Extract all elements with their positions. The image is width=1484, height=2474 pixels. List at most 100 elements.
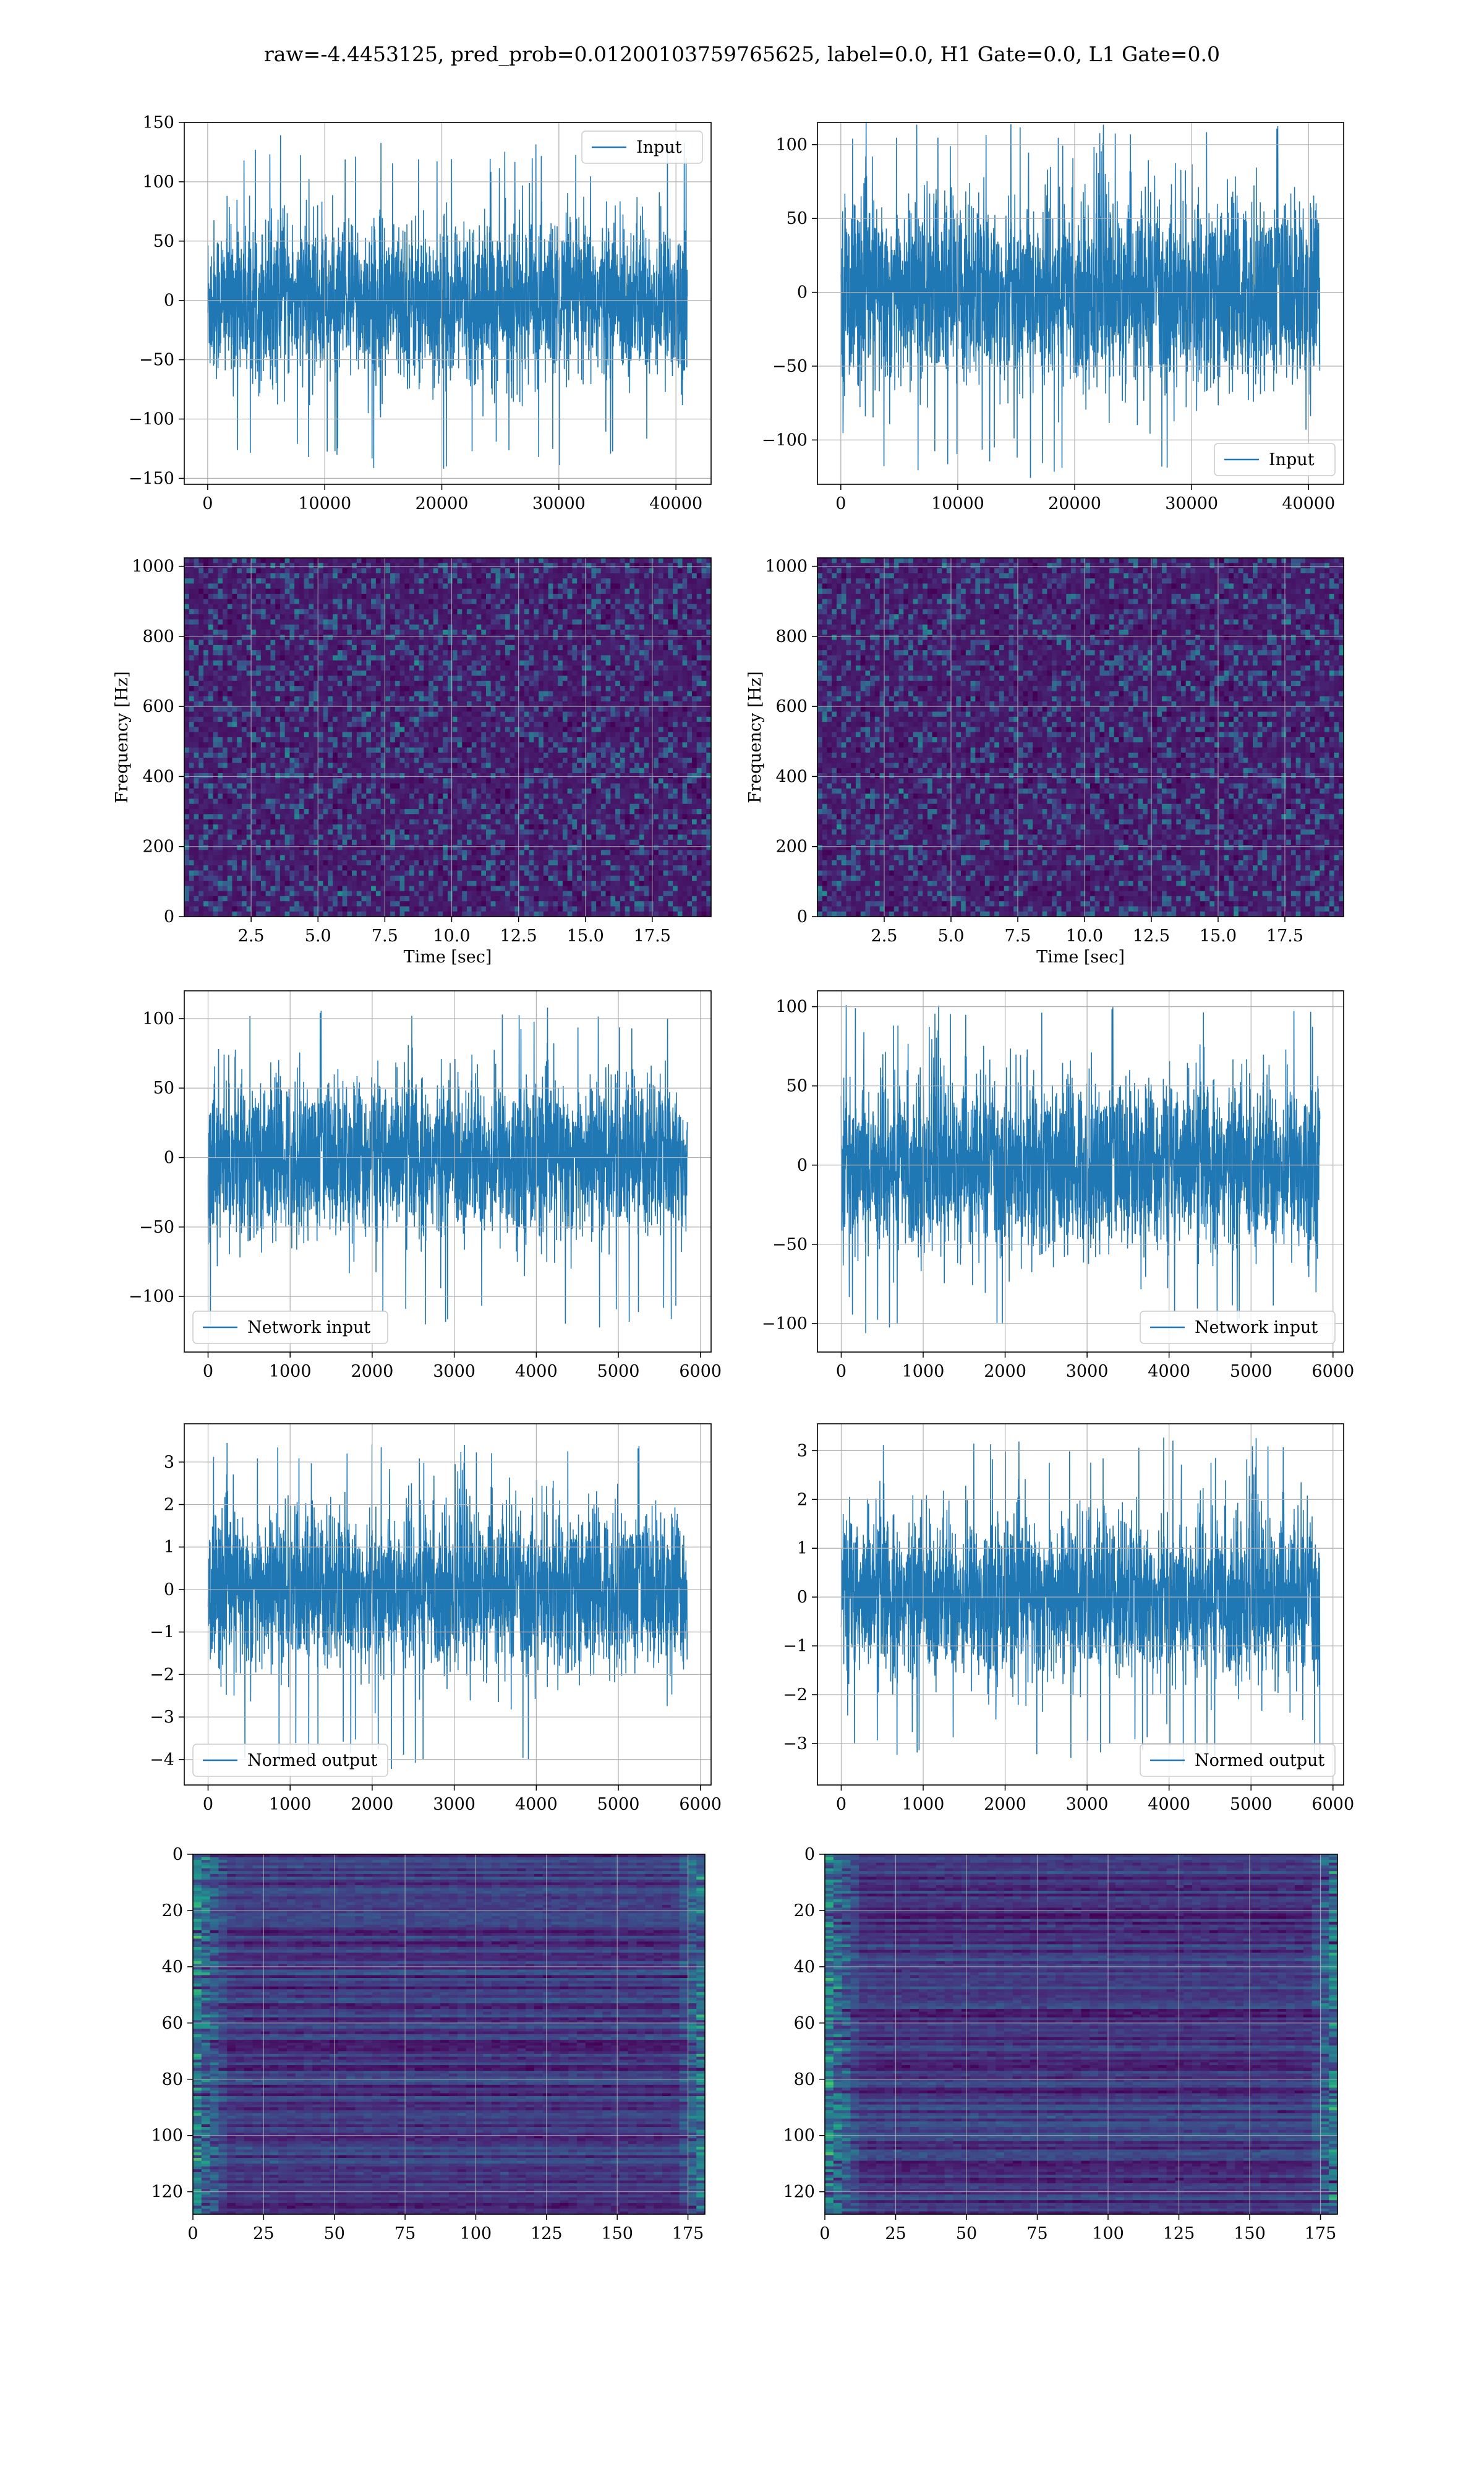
heatmap-cell: [687, 747, 693, 753]
heatmap-cell: [567, 758, 573, 764]
heatmap-cell: [438, 727, 443, 733]
heatmap-cell: [433, 624, 439, 630]
heatmap-cell: [692, 635, 697, 641]
heatmap-cell: [543, 727, 549, 733]
heatmap-cell: [347, 701, 352, 707]
heatmap-cell: [361, 711, 367, 717]
heatmap-cell: [514, 716, 520, 722]
heatmap-cell: [294, 599, 300, 605]
heatmap-cell: [409, 686, 415, 692]
heatmap-cell: [218, 711, 223, 717]
heatmap-cell: [629, 675, 635, 682]
heatmap-cell: [251, 696, 257, 702]
heatmap-cell: [485, 588, 492, 594]
heatmap-cell: [294, 752, 300, 758]
heatmap-cell: [342, 742, 348, 748]
heatmap-cell: [399, 644, 405, 651]
heatmap-cell: [342, 558, 348, 563]
heatmap-cell: [414, 737, 420, 743]
heatmap-cell: [682, 701, 688, 707]
heatmap-cell: [333, 696, 338, 702]
heatmap-cell: [289, 783, 295, 789]
heatmap-cell: [352, 722, 357, 728]
heatmap-cell: [466, 630, 472, 635]
heatmap-cell: [433, 773, 439, 779]
heatmap-cell: [649, 773, 654, 779]
heatmap-cell: [189, 763, 195, 769]
heatmap-cell: [495, 758, 501, 764]
x-tick-label: 10000: [931, 494, 984, 513]
heatmap-cell: [692, 752, 697, 758]
heatmap-cell: [404, 722, 410, 728]
heatmap-cell: [524, 752, 530, 758]
heatmap-cell: [682, 583, 688, 589]
heatmap-cell: [706, 644, 711, 651]
heatmap-cell: [256, 778, 262, 784]
heatmap-cell: [500, 783, 506, 789]
heatmap-cell: [433, 783, 439, 789]
heatmap-cell: [443, 711, 448, 717]
heatmap-cell: [654, 711, 659, 717]
heatmap-cell: [629, 578, 635, 584]
heatmap-cell: [409, 727, 415, 733]
heatmap-cell: [524, 696, 530, 702]
heatmap-cell: [328, 666, 333, 671]
legend-label: Input: [1269, 450, 1315, 469]
heatmap-cell: [495, 588, 501, 594]
heatmap-cell: [485, 666, 492, 671]
heatmap-cell: [260, 558, 267, 563]
heatmap-cell: [404, 588, 410, 594]
heatmap-cell: [194, 594, 199, 599]
heatmap-cell: [347, 624, 352, 630]
heatmap-cell: [304, 691, 309, 697]
heatmap-cell: [567, 727, 573, 733]
heatmap-cell: [260, 732, 267, 738]
heatmap-cell: [457, 711, 463, 717]
heatmap-cell: [625, 573, 630, 579]
heatmap-cell: [241, 696, 247, 702]
heatmap-cell: [600, 675, 607, 682]
heatmap-cell: [457, 696, 463, 702]
heatmap-cell: [313, 773, 319, 779]
heatmap-cell: [706, 763, 711, 769]
heatmap-cell: [629, 711, 635, 717]
heatmap-cell: [490, 773, 497, 779]
heatmap-cell: [429, 635, 434, 641]
heatmap-cell: [644, 563, 649, 569]
heatmap-cell: [352, 635, 357, 641]
heatmap-cell: [634, 630, 640, 635]
heatmap-cell: [620, 594, 626, 599]
heatmap-cell: [620, 583, 626, 589]
heatmap-cell: [361, 650, 367, 656]
heatmap-cell: [237, 701, 242, 707]
heatmap-cell: [471, 701, 477, 707]
heatmap-cell: [539, 630, 544, 635]
heatmap-cell: [337, 644, 343, 651]
heatmap-cell: [476, 599, 482, 605]
heatmap-cell: [629, 624, 635, 630]
heatmap-cell: [610, 763, 616, 769]
heatmap-cell: [476, 701, 482, 707]
heatmap-cell: [706, 752, 711, 758]
heatmap-cell: [361, 727, 367, 733]
heatmap-cell: [625, 758, 630, 764]
heatmap-cell: [218, 768, 223, 774]
heatmap-cell: [361, 573, 367, 579]
heatmap-cell: [443, 660, 448, 666]
heatmap-cell: [270, 722, 276, 728]
heatmap-cell: [519, 619, 525, 625]
heatmap-cell: [658, 670, 664, 677]
heatmap-cell: [514, 747, 520, 753]
heatmap-cell: [577, 670, 582, 677]
heatmap-cell: [399, 558, 405, 563]
heatmap-cell: [572, 716, 578, 722]
heatmap-cell: [505, 655, 511, 661]
heatmap-cell: [596, 573, 602, 579]
heatmap-cell: [562, 578, 568, 584]
heatmap-cell: [596, 727, 602, 733]
heatmap-cell: [620, 752, 626, 758]
heatmap-cell: [577, 686, 582, 692]
heatmap-cell: [586, 640, 592, 646]
heatmap-cell: [375, 583, 382, 589]
heatmap-cell: [452, 758, 458, 764]
